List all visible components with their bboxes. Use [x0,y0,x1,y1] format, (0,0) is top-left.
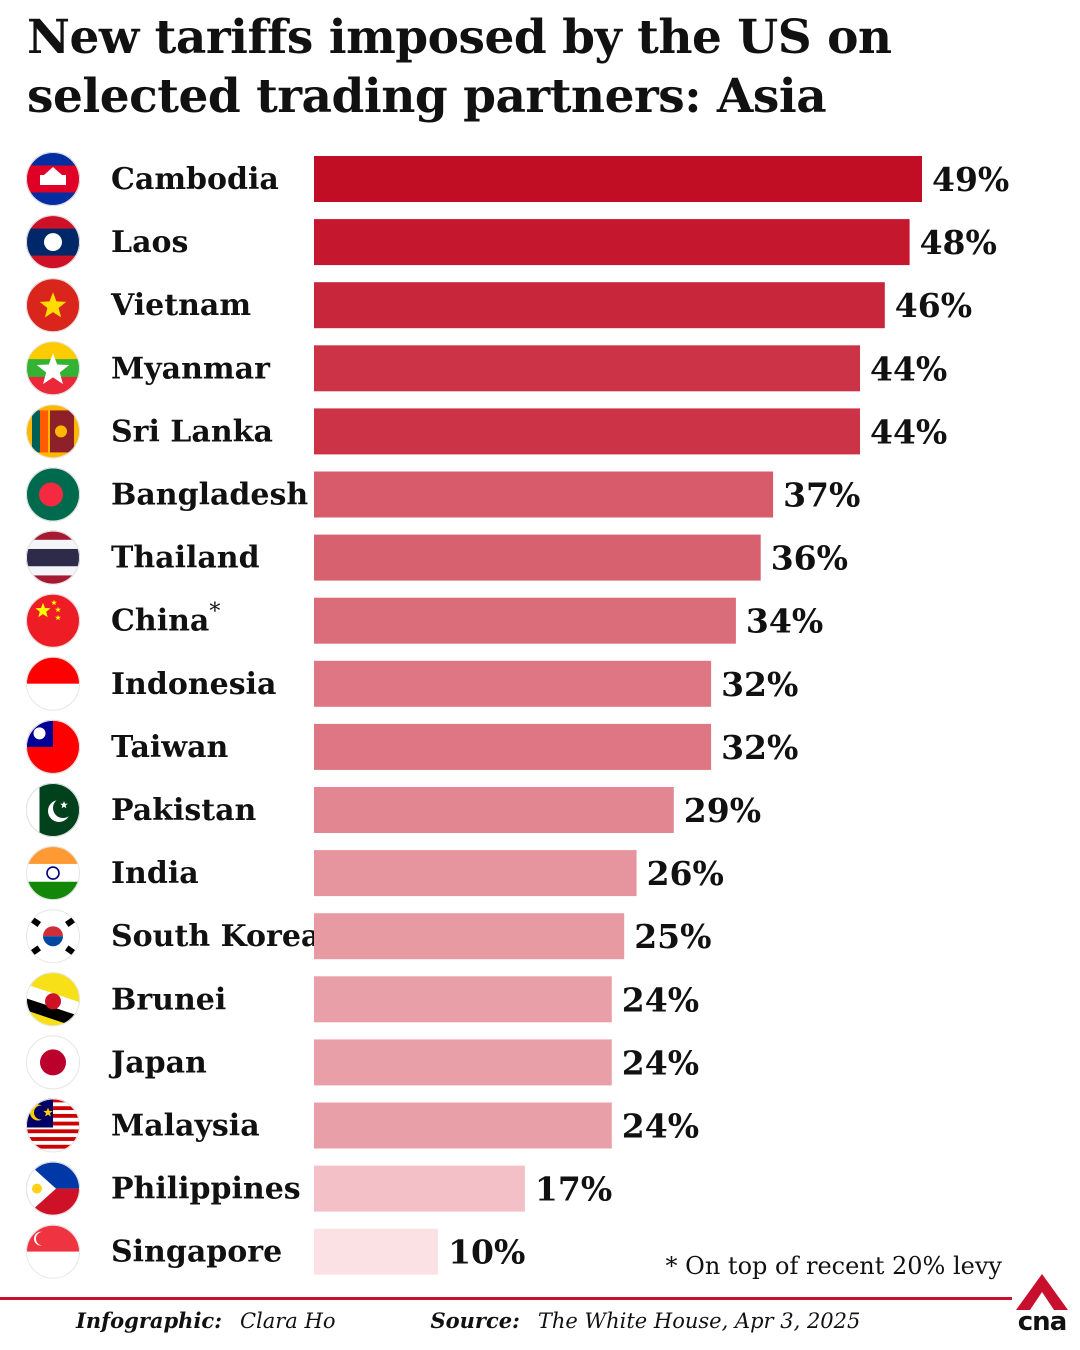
bar-myanmar [314,345,860,392]
bangladesh-flag-icon [26,467,80,522]
value-label-brunei: 24% [622,980,699,1019]
category-label-brunei: Brunei [111,982,226,1017]
category-label-india: India [111,856,199,891]
bar-laos [314,219,910,266]
bars-group [314,156,922,1275]
value-label-bangladesh: 37% [783,476,860,515]
category-label-cambodia: Cambodia [111,162,279,197]
category-label-laos: Laos [111,225,188,260]
singapore-flag-icon [26,1224,80,1279]
thailand-flag-icon [26,530,80,585]
sri-lanka-flag-icon [26,404,80,459]
brunei-flag-icon [26,972,80,1027]
category-label-singapore: Singapore [111,1235,282,1270]
value-label-indonesia: 32% [721,665,798,704]
taiwan-flag-icon [26,719,80,774]
bar-sri-lanka [314,408,860,455]
category-label-pakistan: Pakistan [111,793,257,828]
pakistan-flag-icon [26,783,80,837]
china-flag-icon [26,593,80,648]
category-label-philippines: Philippines [111,1172,301,1207]
value-label-china: 34% [746,602,823,641]
category-label-bangladesh: Bangladesh [111,478,308,513]
category-label-south-korea: South Korea [111,919,320,954]
bar-india [314,850,637,897]
value-label-myanmar: 44% [870,349,947,388]
japan-flag-icon [26,1035,80,1090]
bar-bangladesh [314,471,774,518]
bar-chart: Cambodia Laos Vietnam Myanmar Sri Lanka Bangl… [26,152,1009,1279]
category-label-myanmar: Myanmar [111,351,271,386]
category-label-japan: Japan [108,1045,207,1080]
india-flag-icon [26,846,80,901]
value-label-india: 26% [647,854,724,893]
flag-icons-group [26,152,80,1279]
cna-logo-icon [1016,1274,1068,1310]
value-label-sri-lanka: 44% [870,412,947,451]
category-label-taiwan: Taiwan [111,730,229,765]
source-value: The White House, Apr 3, 2025 [537,1309,861,1333]
category-label-thailand: Thailand [111,541,260,576]
category-label-indonesia: Indonesia [111,667,276,702]
cambodia-flag-icon [26,152,80,206]
vietnam-flag-icon [26,278,80,333]
value-label-south-korea: 25% [634,917,711,956]
bar-south-korea [314,913,625,960]
footnote: * On top of recent 20% levy [665,1252,1002,1280]
value-labels-group: 49% 48% 46% 44% 44% 37% 36% 34% 32% 32% 29% 26% 25% 2… [448,160,1009,1272]
bar-cambodia [314,156,922,202]
bar-pakistan [314,787,674,833]
bar-japan [314,1039,612,1086]
bar-taiwan [314,723,712,770]
malaysia-flag-icon [26,1098,80,1153]
bar-brunei [314,976,612,1023]
footnote-marker: * [209,600,220,625]
bar-singapore [314,1228,439,1275]
category-label-vietnam: Vietnam [110,288,251,323]
myanmar-flag-icon [26,341,80,396]
cna-logo: cna [1014,1272,1070,1338]
bar-indonesia [314,660,712,707]
chart-title: New tariffs imposed by the US on selecte… [27,10,892,124]
philippines-flag-icon [26,1161,80,1216]
category-label-malaysia: Malaysia [111,1109,260,1144]
value-label-taiwan: 32% [721,728,798,767]
category-label-china: China* [111,600,220,639]
infographic-author: Clara Ho [239,1309,336,1333]
value-label-japan: 24% [622,1043,699,1082]
value-label-vietnam: 46% [895,286,972,325]
value-label-laos: 48% [920,223,997,262]
source-label: Source: [430,1308,520,1333]
value-label-pakistan: 29% [684,791,761,830]
credits: Infographic: Clara Ho Source: The White Hou… [76,1308,860,1333]
bar-china [314,597,736,644]
laos-flag-icon [26,215,80,270]
infographic-label: Infographic: [76,1308,222,1333]
bar-thailand [314,534,761,581]
value-label-philippines: 17% [535,1170,612,1209]
south-korea-flag-icon [26,909,80,964]
bar-vietnam [314,282,885,329]
bar-malaysia [314,1102,612,1149]
value-label-singapore: 10% [448,1233,525,1272]
country-labels-group: Cambodia Laos Vietnam Myanmar Sri Lanka Bangl… [108,162,320,1270]
value-label-malaysia: 24% [622,1107,699,1146]
bar-philippines [314,1165,525,1212]
indonesia-flag-icon [26,656,80,711]
cna-logo-text: cna [1017,1307,1067,1337]
value-label-cambodia: 49% [932,160,1009,199]
value-label-thailand: 36% [771,539,848,578]
category-label-sri-lanka: Sri Lanka [111,414,273,449]
divider-rule [0,1297,1012,1300]
